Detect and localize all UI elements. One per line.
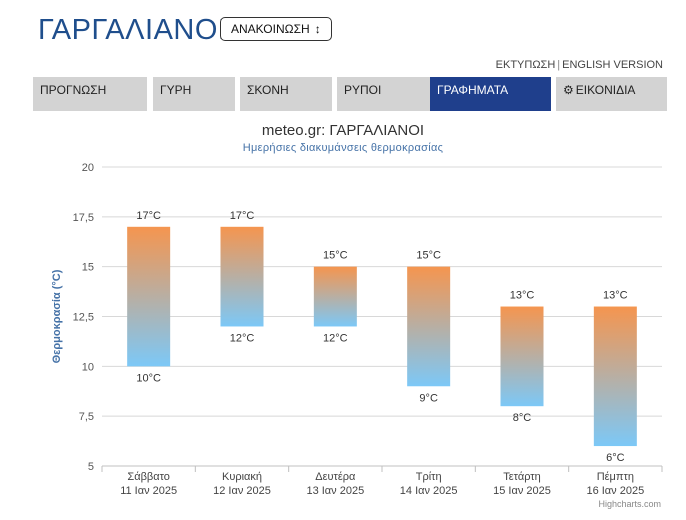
tab-forecast[interactable]: ΠΡΟΓΝΩΣΗ (33, 77, 147, 111)
gear-icon: ⚙ (563, 83, 574, 97)
high-temp-label: 15°C (323, 250, 348, 262)
x-tick-date: 11 Ιαν 2025 (120, 485, 177, 497)
y-tick-label: 10 (82, 361, 94, 373)
x-tick-date: 15 Ιαν 2025 (493, 485, 551, 497)
high-temp-label: 13°C (603, 290, 628, 302)
low-temp-label: 6°C (606, 452, 625, 464)
x-tick-day: Κυριακή (222, 471, 262, 483)
print-link[interactable]: ΕΚΤΥΠΩΣΗ (495, 59, 556, 71)
chart-title: meteo.gr: ΓΑΡΓΑΛΙΑΝΟΙ (261, 122, 425, 139)
tab-label: ΠΡΟΓΝΩΣΗ (40, 83, 107, 97)
low-temp-label: 8°C (513, 412, 532, 424)
x-tick-day: Δευτέρα (315, 471, 356, 483)
page-title: ΓΑΡΓΑΛΙΑΝΟΙ (38, 14, 227, 46)
temperature-range-bar[interactable] (220, 226, 264, 327)
low-temp-label: 12°C (323, 332, 348, 344)
tab-icons[interactable]: ⚙ ΕΙΚΟΝΙΔΙΑ (556, 77, 667, 111)
high-temp-label: 17°C (136, 210, 161, 222)
english-version-link[interactable]: ENGLISH VERSION (562, 59, 663, 71)
y-tick-label: 5 (88, 461, 94, 473)
tab-label: ΓΥΡΗ (160, 83, 192, 97)
chart-subtitle: Ημερήσιες διακυμάνσεις θερμοκρασίας (242, 142, 444, 154)
x-tick-day: Τρίτη (416, 471, 442, 483)
highcharts-credit[interactable]: Highcharts.com (598, 499, 661, 509)
x-tick-date: 14 Ιαν 2025 (400, 485, 458, 497)
x-tick-date: 13 Ιαν 2025 (306, 485, 364, 497)
temperature-range-bar[interactable] (593, 306, 637, 447)
y-axis-title: Θερμοκρασία (°C) (51, 269, 63, 363)
low-temp-label: 12°C (230, 332, 255, 344)
tab-dust[interactable]: ΣΚΟΝΗ (240, 77, 332, 111)
temperature-range-bar[interactable] (127, 226, 171, 367)
tab-label: ΣΚΟΝΗ (247, 83, 289, 97)
top-links: ΕΚΤΥΠΩΣΗ | ENGLISH VERSION (496, 59, 663, 71)
temperature-range-bar[interactable] (407, 266, 451, 387)
low-temp-label: 9°C (419, 392, 438, 404)
y-tick-label: 17,5 (73, 212, 94, 224)
link-separator: | (557, 59, 561, 71)
y-tick-label: 12,5 (73, 312, 94, 324)
y-tick-label: 20 (82, 162, 94, 174)
tab-label: ΕΙΚΟΝΙΔΙΑ (575, 83, 636, 97)
x-tick-date: 12 Ιαν 2025 (213, 485, 271, 497)
x-tick-date: 16 Ιαν 2025 (586, 485, 644, 497)
x-tick-day: Τετάρτη (503, 471, 541, 483)
low-temp-label: 10°C (136, 372, 161, 384)
temperature-range-bar[interactable] (313, 266, 357, 327)
high-temp-label: 17°C (230, 210, 255, 222)
tab-charts[interactable]: ΓΡΑΦΗΜΑΤΑ (430, 77, 551, 111)
tab-label: ΡΥΠΟΙ (344, 83, 382, 97)
y-tick-label: 15 (82, 262, 94, 274)
announce-button[interactable]: ΑΝΑΚΟΙΝΩΣΗ ↕ (220, 17, 332, 41)
high-temp-label: 15°C (416, 250, 441, 262)
x-tick-day: Πέμπτη (597, 471, 634, 483)
tab-pollen[interactable]: ΓΥΡΗ (153, 77, 235, 111)
y-tick-label: 7,5 (79, 411, 94, 423)
x-tick-day: Σάββατο (127, 471, 169, 483)
announce-label: ΑΝΑΚΟΙΝΩΣΗ (231, 22, 310, 36)
high-temp-label: 13°C (510, 290, 535, 302)
temperature-range-bar[interactable] (500, 306, 544, 407)
tab-label: ΓΡΑΦΗΜΑΤΑ (437, 83, 509, 97)
sort-arrow-icon: ↕ (314, 22, 321, 36)
